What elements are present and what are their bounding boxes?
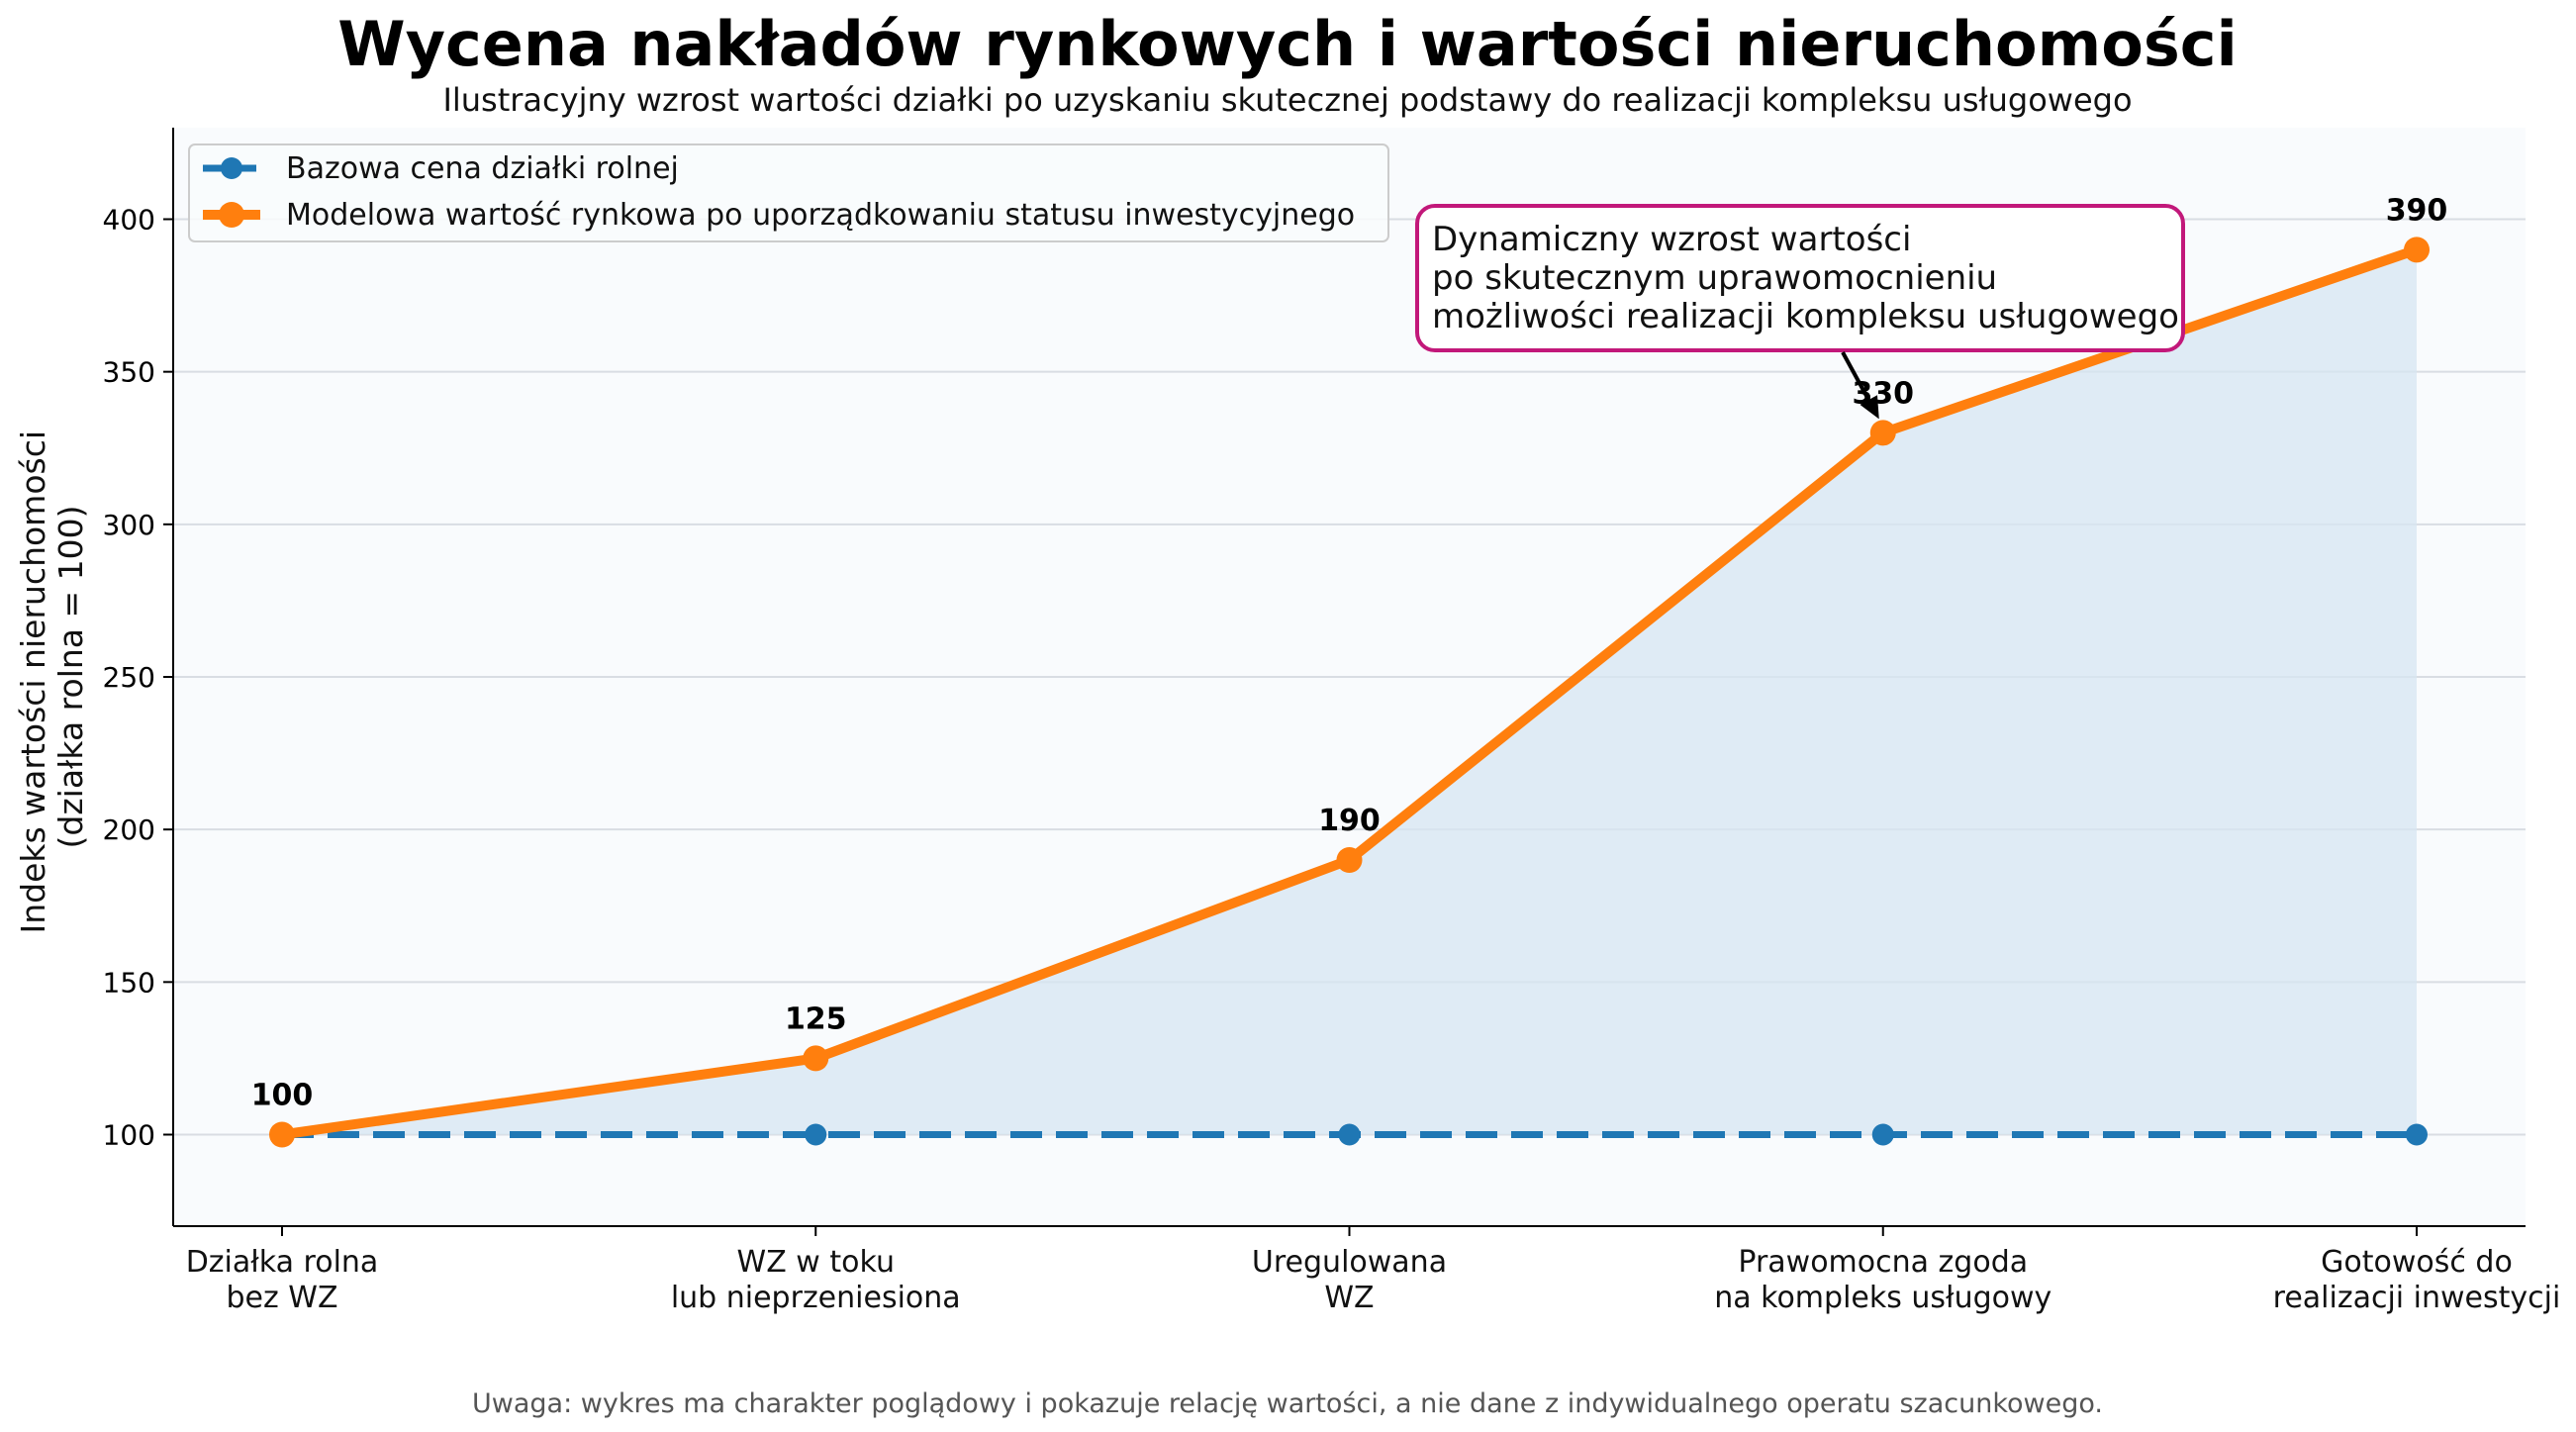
y-tick-label-250: 250	[103, 661, 155, 694]
y-tick-label-200: 200	[103, 813, 155, 846]
x-tick-label-4: Gotowość do realizacji inwestycji	[2273, 1245, 2561, 1315]
y-axis-label-line-1: Indeks wartości nieruchomości	[14, 430, 52, 934]
x-tick-label-4-line-1: Gotowość do	[2321, 1245, 2513, 1280]
x-tick-label-1: WZ w toku lub nieprzeniesiona	[671, 1245, 961, 1315]
y-tick-label-300: 300	[103, 509, 155, 541]
point-base-2	[1338, 1123, 1361, 1146]
x-tick-label-0-line-2: bez WZ	[227, 1281, 338, 1315]
point-model-0	[269, 1121, 295, 1148]
y-tick-label-100: 100	[103, 1119, 155, 1152]
x-tick-label-4-line-2: realizacji inwestycji	[2273, 1281, 2561, 1315]
x-tick-label-2-line-2: WZ	[1324, 1281, 1374, 1315]
legend-box	[188, 143, 1389, 242]
annotation-line-1: Dynamiczny wzrost wartości	[1432, 220, 1911, 259]
data-label-4: 390	[2386, 193, 2448, 228]
annotation-arrow	[1841, 351, 1870, 401]
data-label-2: 190	[1318, 804, 1381, 838]
legend: Bazowa cena działki rolnej Modelowa wart…	[188, 143, 1389, 242]
x-tick-label-3: Prawomocna zgoda na kompleks usługowy	[1714, 1245, 2051, 1315]
point-model-3	[1869, 420, 1896, 446]
chart-title: Wycena nakładów rynkowych i wartości nie…	[337, 8, 2238, 80]
annotation-text: Dynamiczny wzrost wartości po skutecznym…	[1432, 220, 2179, 336]
x-tick-label-2-line-1: Uregulowana	[1252, 1245, 1447, 1280]
x-ticks: Działka rolna bez WZ WZ w toku lub nieprzen…	[186, 1226, 2561, 1315]
point-model-2	[1336, 847, 1363, 873]
legend-marker-model	[219, 202, 244, 228]
point-model-1	[803, 1045, 829, 1072]
annotation-box	[1415, 204, 2185, 352]
y-tick-label-400: 400	[103, 204, 155, 237]
point-base-3	[1871, 1123, 1894, 1146]
series-layer	[269, 237, 2430, 1148]
y-tick-label-350: 350	[103, 356, 155, 389]
x-tick-label-3-line-1: Prawomocna zgoda	[1738, 1245, 2028, 1280]
chart-subtitle: Ilustracyjny wzrost wartości działki po …	[442, 81, 2132, 119]
x-tick-label-1-line-1: WZ w toku	[737, 1245, 895, 1280]
data-label-1: 125	[785, 1002, 847, 1036]
x-tick-label-0: Działka rolna bez WZ	[186, 1245, 379, 1315]
point-model-4	[2404, 237, 2430, 263]
x-tick-label-1-line-2: lub nieprzeniesiona	[671, 1281, 961, 1315]
x-tick-label-2: Uregulowana WZ	[1252, 1245, 1447, 1315]
x-tick-label-3-line-2: na kompleks usługowy	[1714, 1281, 2051, 1315]
point-base-4	[2406, 1123, 2428, 1146]
legend-label-model: Modelowa wartość rynkowa po uporządkowan…	[286, 198, 1355, 233]
annotation-arrowhead	[1860, 395, 1879, 420]
annotation-line-3: możliwości realizacji kompleksu usługowe…	[1432, 297, 2179, 336]
legend-marker-base	[221, 157, 242, 179]
y-ticks: 100 150 200 250 300 350 400	[103, 204, 173, 1152]
data-label-3: 330	[1852, 376, 1914, 411]
y-axis-label-line-2: (działka rolna = 100)	[51, 506, 90, 849]
annotation-line-2: po skutecznym uprawomocnieniu	[1432, 258, 1997, 298]
point-base-1	[805, 1123, 827, 1146]
fill-between-area	[282, 249, 2417, 1135]
y-tick-label-150: 150	[103, 966, 155, 999]
annotation: Dynamiczny wzrost wartości po skutecznym…	[1415, 204, 2185, 420]
legend-label-base: Bazowa cena działki rolnej	[286, 151, 679, 186]
x-tick-label-0-line-1: Działka rolna	[186, 1245, 379, 1280]
data-label-0: 100	[251, 1079, 314, 1113]
y-axis-label: Indeks wartości nieruchomości (działka r…	[14, 420, 90, 933]
chart-note: Uwaga: wykres ma charakter poglądowy i p…	[472, 1388, 2103, 1419]
